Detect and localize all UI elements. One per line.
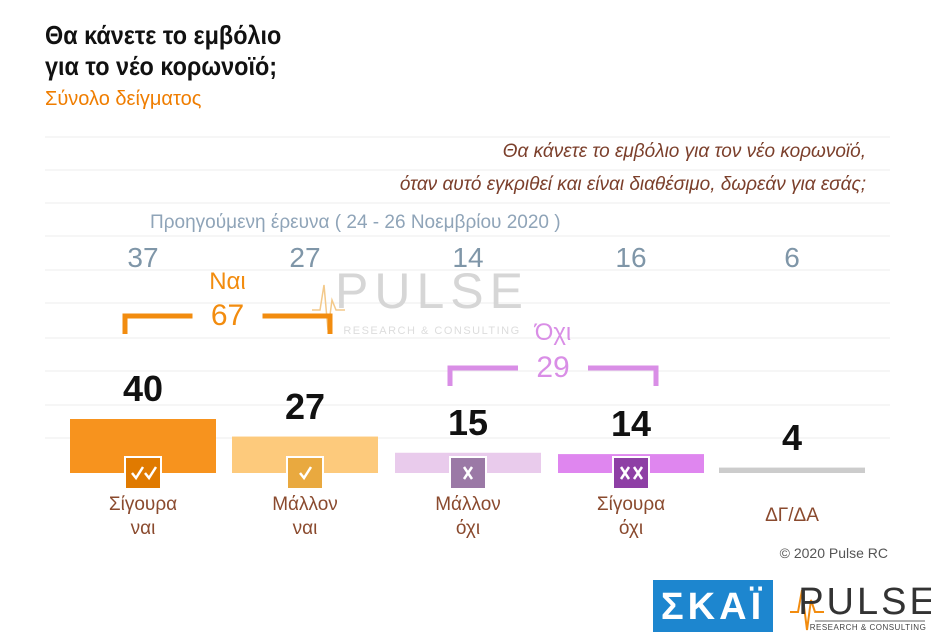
value-label: 4 — [781, 416, 803, 458]
previous-value: 27 — [289, 242, 321, 273]
group-name: Ναι — [209, 268, 246, 295]
value-label: 14 — [610, 403, 652, 445]
icon-check — [299, 466, 313, 481]
footer: © 2020 Pulse RC — [779, 545, 888, 561]
x-tick-label: Σίγουρα — [596, 494, 666, 515]
question: Θα κάνετε το εμβόλιο για τον νέο κορωνοϊ… — [502, 141, 866, 162]
group-bracket — [447, 365, 659, 386]
previous-value: 14 — [452, 242, 484, 273]
chart-title: για το νέο κορωνοϊό; — [45, 51, 278, 81]
value-label: 27 — [284, 385, 326, 427]
group-value: 29 — [536, 351, 570, 384]
group-value: 67 — [210, 299, 245, 332]
x-tick-label: Μάλλον — [435, 494, 501, 515]
x-tick-label: Μάλλον — [272, 494, 338, 515]
value-label: 40 — [122, 368, 164, 409]
group-bracket — [122, 313, 333, 334]
x-tick-label: ΔΓ/ΔΑ — [765, 505, 819, 526]
pulse-logo-icon — [790, 589, 824, 631]
skai-logo-box — [653, 580, 773, 632]
pulse-logo-tagline: RESEARCH & CONSULTING — [809, 623, 927, 632]
pulse-logo: PULSE — [798, 581, 931, 623]
icon-check — [144, 466, 158, 481]
x-tick-label: ναι — [130, 518, 156, 539]
group-name: Όχι — [534, 319, 572, 346]
icon-box — [286, 456, 324, 490]
chart-title: Θα κάνετε το εμβόλιο — [45, 20, 282, 50]
previous-value: 6 — [784, 242, 800, 273]
x-tick-label: όχι — [455, 518, 481, 539]
bar — [719, 467, 865, 473]
watermark-tagline: RESEARCH & CONSULTING — [343, 325, 521, 337]
previous-label: Προηγούμενη έρευνα ( 24 - 26 Νοεμβρίου 2… — [150, 212, 561, 233]
previous-value: 16 — [615, 242, 647, 273]
icon-cross — [462, 466, 474, 480]
chart-subtitle: Σύνολο δείγματος — [45, 88, 202, 110]
value-label: 15 — [447, 401, 489, 443]
icon-box — [612, 456, 650, 490]
previous-value: 37 — [127, 242, 159, 273]
icon-check — [131, 466, 145, 481]
skai-logo: ΣΚΑΪ — [660, 586, 766, 628]
x-tick-label: όχι — [618, 518, 644, 539]
icon-box — [124, 456, 162, 490]
question: όταν αυτό εγκριθεί και είναι διαθέσιμο, … — [399, 174, 866, 195]
icon-cross — [619, 466, 631, 480]
x-tick-label: Σίγουρα — [108, 494, 178, 515]
icon-cross — [632, 466, 644, 480]
x-tick-label: ναι — [292, 518, 318, 539]
watermark: PULSE — [335, 263, 529, 319]
